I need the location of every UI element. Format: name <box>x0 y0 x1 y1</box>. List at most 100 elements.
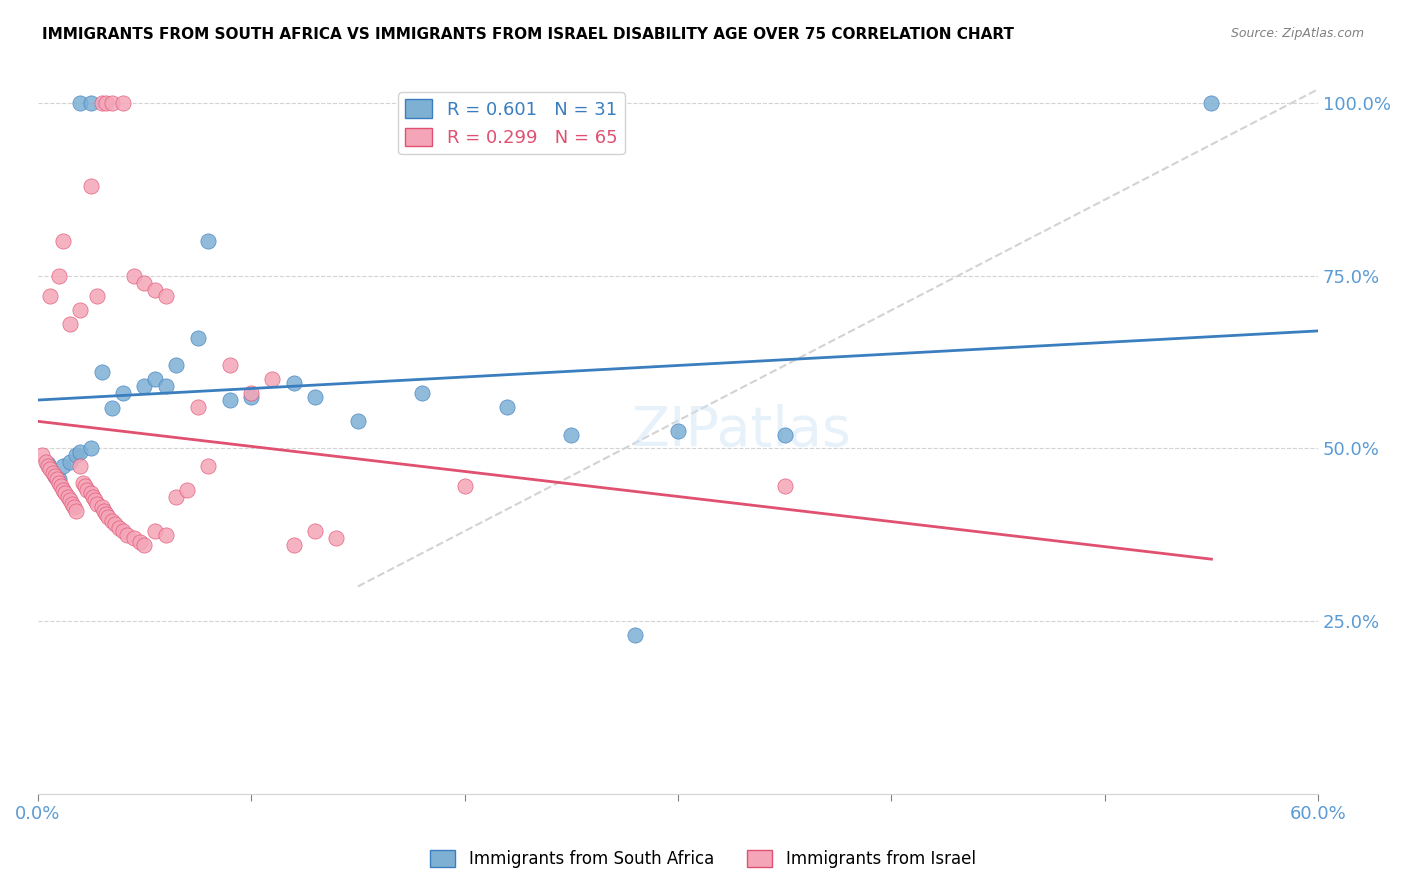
Immigrants from South Africa <box>134 379 156 393</box>
Immigrants from Israel <box>129 534 152 549</box>
Immigrants from South Africa <box>240 390 263 404</box>
Immigrants from South Africa <box>80 442 103 456</box>
Immigrants from Israel <box>45 472 67 486</box>
Immigrants from South Africa <box>411 386 433 401</box>
Immigrants from Israel <box>176 483 198 497</box>
Immigrants from Israel <box>80 178 103 193</box>
Immigrants from Israel <box>93 503 115 517</box>
Immigrants from Israel <box>76 483 98 497</box>
Immigrants from Israel <box>283 538 305 552</box>
Immigrants from Israel <box>59 493 82 508</box>
Immigrants from Israel <box>73 479 96 493</box>
Immigrants from Israel <box>37 458 59 473</box>
Immigrants from Israel <box>122 531 145 545</box>
Immigrants from Israel <box>51 479 73 493</box>
Immigrants from Israel <box>52 483 75 497</box>
Legend: Immigrants from South Africa, Immigrants from Israel: Immigrants from South Africa, Immigrants… <box>423 843 983 875</box>
Immigrants from South Africa <box>1201 96 1223 111</box>
Immigrants from Israel <box>240 386 263 401</box>
Immigrants from South Africa <box>666 424 689 438</box>
Immigrants from Israel <box>134 276 156 290</box>
Immigrants from South Africa <box>80 96 103 111</box>
Immigrants from South Africa <box>197 234 219 248</box>
Immigrants from South Africa <box>37 457 59 471</box>
Immigrants from South Africa <box>52 458 75 473</box>
Immigrants from Israel <box>94 507 117 521</box>
Immigrants from Israel <box>155 289 177 303</box>
Immigrants from South Africa <box>624 628 647 642</box>
Immigrants from Israel <box>122 268 145 283</box>
Immigrants from Israel <box>82 490 104 504</box>
Immigrants from Israel <box>197 458 219 473</box>
Immigrants from Israel <box>44 469 66 483</box>
Immigrants from South Africa <box>283 376 305 390</box>
Text: IMMIGRANTS FROM SOUTH AFRICA VS IMMIGRANTS FROM ISRAEL DISABILITY AGE OVER 75 CO: IMMIGRANTS FROM SOUTH AFRICA VS IMMIGRAN… <box>42 27 1014 42</box>
Immigrants from Israel <box>84 493 107 508</box>
Immigrants from South Africa <box>59 455 82 469</box>
Immigrants from Israel <box>453 479 475 493</box>
Immigrants from South Africa <box>165 359 187 373</box>
Immigrants from Israel <box>55 486 77 500</box>
Immigrants from Israel <box>134 538 156 552</box>
Immigrants from Israel <box>107 521 129 535</box>
Immigrants from South Africa <box>112 386 135 401</box>
Immigrants from Israel <box>112 96 135 111</box>
Immigrants from Israel <box>48 268 70 283</box>
Immigrants from Israel <box>86 289 108 303</box>
Immigrants from South Africa <box>218 392 240 407</box>
Immigrants from Israel <box>325 531 347 545</box>
Immigrants from Israel <box>48 475 70 490</box>
Immigrants from Israel <box>90 500 112 514</box>
Immigrants from Israel <box>97 510 120 524</box>
Immigrants from South Africa <box>560 427 582 442</box>
Immigrants from South Africa <box>773 427 796 442</box>
Immigrants from South Africa <box>143 372 166 386</box>
Immigrants from Israel <box>80 486 103 500</box>
Immigrants from Israel <box>90 96 112 111</box>
Immigrants from South Africa <box>187 331 209 345</box>
Immigrants from Israel <box>143 283 166 297</box>
Immigrants from Israel <box>143 524 166 539</box>
Text: Source: ZipAtlas.com: Source: ZipAtlas.com <box>1230 27 1364 40</box>
Immigrants from South Africa <box>155 379 177 393</box>
Immigrants from South Africa <box>90 365 112 379</box>
Legend: R = 0.601   N = 31, R = 0.299   N = 65: R = 0.601 N = 31, R = 0.299 N = 65 <box>398 92 624 154</box>
Immigrants from Israel <box>52 234 75 248</box>
Immigrants from Israel <box>101 514 124 528</box>
Immigrants from Israel <box>60 497 83 511</box>
Immigrants from Israel <box>86 497 108 511</box>
Immigrants from Israel <box>39 289 62 303</box>
Immigrants from Israel <box>35 455 58 469</box>
Immigrants from Israel <box>72 475 94 490</box>
Immigrants from Israel <box>304 524 326 539</box>
Immigrants from Israel <box>31 448 53 462</box>
Immigrants from South Africa <box>44 469 66 483</box>
Immigrants from Israel <box>39 462 62 476</box>
Immigrants from Israel <box>155 527 177 541</box>
Immigrants from Israel <box>117 527 139 541</box>
Immigrants from Israel <box>94 96 117 111</box>
Immigrants from South Africa <box>304 390 326 404</box>
Text: ZIPatlas: ZIPatlas <box>633 404 852 458</box>
Immigrants from South Africa <box>101 401 124 416</box>
Immigrants from Israel <box>112 524 135 539</box>
Immigrants from South Africa <box>496 400 519 414</box>
Immigrants from Israel <box>69 303 91 318</box>
Immigrants from South Africa <box>48 472 70 486</box>
Immigrants from South Africa <box>65 448 87 462</box>
Immigrants from Israel <box>59 317 82 331</box>
Immigrants from Israel <box>65 503 87 517</box>
Immigrants from Israel <box>56 490 79 504</box>
Immigrants from Israel <box>773 479 796 493</box>
Immigrants from Israel <box>63 500 86 514</box>
Immigrants from Israel <box>165 490 187 504</box>
Immigrants from Israel <box>218 359 240 373</box>
Immigrants from South Africa <box>69 445 91 459</box>
Immigrants from South Africa <box>346 414 368 428</box>
Immigrants from South Africa <box>69 96 91 111</box>
Immigrants from Israel <box>69 458 91 473</box>
Immigrants from Israel <box>101 96 124 111</box>
Immigrants from Israel <box>262 372 284 386</box>
Immigrants from Israel <box>103 517 125 532</box>
Immigrants from Israel <box>187 400 209 414</box>
